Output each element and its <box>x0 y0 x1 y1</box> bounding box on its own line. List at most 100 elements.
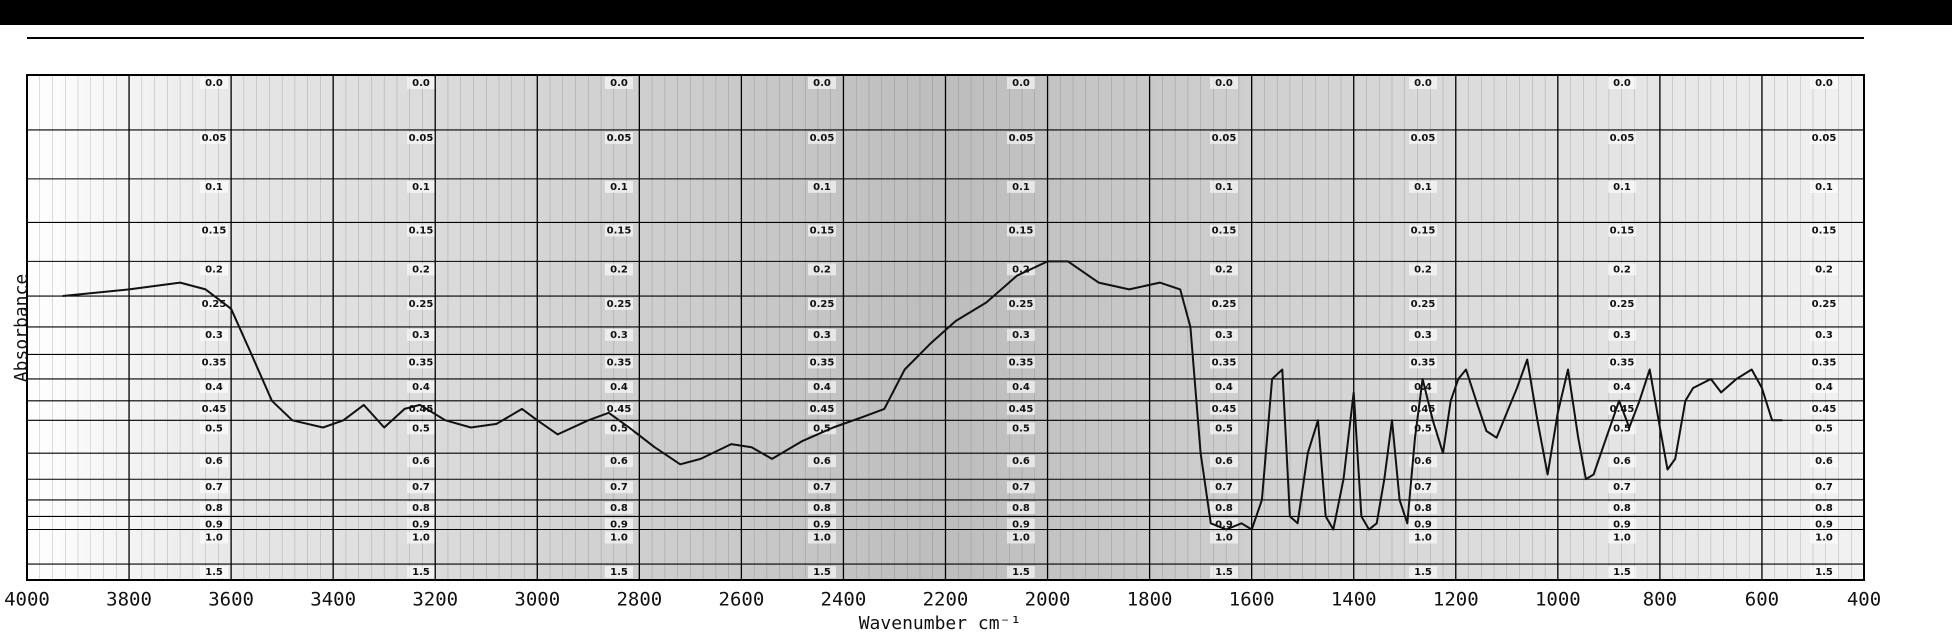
y-label-bg <box>407 263 435 276</box>
y-label-bg <box>1007 531 1035 544</box>
y-label-bg <box>1210 224 1238 237</box>
y-tick-label: 0.9 <box>1414 519 1432 530</box>
y-label-bg <box>1409 131 1437 144</box>
y-tick-label: 0.25 <box>409 299 434 310</box>
y-tick-label: 0.9 <box>1215 519 1233 530</box>
y-tick-label: 0.2 <box>412 264 430 275</box>
y-label-bg <box>1608 180 1636 193</box>
y-tick-label: 0.05 <box>1610 133 1635 144</box>
y-label-bg <box>605 481 633 494</box>
x-tick-label: 1800 <box>1127 589 1173 611</box>
y-label-bg <box>1007 328 1035 341</box>
y-tick-label: 0.0 <box>1815 78 1833 89</box>
y-label-bg <box>808 224 836 237</box>
y-tick-label: 0.2 <box>1815 264 1833 275</box>
y-tick-label: 0.0 <box>412 78 430 89</box>
x-tick-label: 2800 <box>616 589 662 611</box>
y-label-bg <box>1608 224 1636 237</box>
x-tick-label: 4000 <box>4 589 50 611</box>
y-label-bg <box>1810 77 1838 89</box>
y-tick-label: 0.8 <box>1012 503 1030 514</box>
x-axis-label: Wavenumber cm⁻¹ <box>859 613 1022 634</box>
y-label-bg <box>407 298 435 311</box>
y-tick-label: 0.35 <box>1009 357 1034 368</box>
y-label-bg <box>605 518 633 531</box>
y-label-bg <box>1810 402 1838 415</box>
y-label-bg <box>1608 77 1636 89</box>
y-tick-label: 0.1 <box>610 182 628 193</box>
y-tick-label: 0.7 <box>813 482 831 493</box>
y-label-bg <box>407 328 435 341</box>
y-tick-label: 1.0 <box>412 533 430 544</box>
y-label-bg <box>1409 380 1437 393</box>
y-tick-label: 0.05 <box>202 133 227 144</box>
y-label-bg <box>605 455 633 468</box>
y-label-bg <box>200 224 228 237</box>
y-tick-label: 0.7 <box>610 482 628 493</box>
y-label-bg <box>1210 531 1238 544</box>
y-tick-label: 1.0 <box>1414 533 1432 544</box>
y-label-bg <box>1007 455 1035 468</box>
x-tick-label: 2000 <box>1025 589 1071 611</box>
y-tick-label: 0.35 <box>202 357 227 368</box>
y-tick-label: 0.45 <box>810 404 835 415</box>
y-tick-label: 0.4 <box>813 382 831 393</box>
x-tick-label: 3600 <box>208 589 254 611</box>
y-tick-label: 0.35 <box>1212 357 1237 368</box>
y-label-bg <box>1810 356 1838 369</box>
y-label-bg <box>1608 566 1636 579</box>
y-label-bg <box>605 263 633 276</box>
y-label-bg <box>407 518 435 531</box>
y-label-bg <box>605 224 633 237</box>
y-tick-label: 0.05 <box>1812 133 1837 144</box>
y-tick-label: 0.0 <box>1012 78 1030 89</box>
y-label-bg <box>808 402 836 415</box>
y-tick-label: 0.3 <box>1012 330 1030 341</box>
y-tick-label: 0.3 <box>1215 330 1233 341</box>
y-label-bg <box>808 566 836 579</box>
y-tick-label: 0.35 <box>607 357 632 368</box>
y-tick-label: 0.5 <box>205 423 223 434</box>
y-label-bg <box>1210 328 1238 341</box>
x-tick-label: 3200 <box>412 589 458 611</box>
y-label-bg <box>407 566 435 579</box>
y-tick-label: 0.2 <box>1414 264 1432 275</box>
y-tick-label: 0.15 <box>1610 225 1635 236</box>
y-tick-label: 0.15 <box>607 225 632 236</box>
y-tick-label: 0.9 <box>610 519 628 530</box>
y-tick-label: 0.15 <box>202 225 227 236</box>
y-label-bg <box>605 380 633 393</box>
y-tick-label: 0.45 <box>202 404 227 415</box>
y-tick-label: 0.45 <box>1212 404 1237 415</box>
y-label-bg <box>407 180 435 193</box>
y-tick-label: 1.5 <box>1012 567 1030 578</box>
y-label-bg <box>200 356 228 369</box>
y-label-bg <box>605 501 633 514</box>
y-tick-label: 0.0 <box>610 78 628 89</box>
plot-frame <box>26 74 1865 581</box>
y-tick-label: 0.15 <box>1009 225 1034 236</box>
y-label-bg <box>1210 566 1238 579</box>
y-label-bg <box>1210 422 1238 435</box>
y-tick-label: 0.3 <box>813 330 831 341</box>
x-tick-label: 2600 <box>719 589 765 611</box>
y-tick-label: 0.0 <box>1613 78 1631 89</box>
y-tick-label: 0.1 <box>1815 182 1833 193</box>
y-label-bg <box>1409 518 1437 531</box>
y-label-bg <box>1608 131 1636 144</box>
y-label-bg <box>1608 501 1636 514</box>
y-label-bg <box>1409 356 1437 369</box>
y-tick-label: 0.1 <box>1215 182 1233 193</box>
y-label-bg <box>808 481 836 494</box>
y-tick-label: 1.5 <box>1815 567 1833 578</box>
y-tick-label: 0.15 <box>810 225 835 236</box>
y-label-bg <box>1608 356 1636 369</box>
y-tick-label: 1.5 <box>205 567 223 578</box>
y-label-bg <box>1007 481 1035 494</box>
x-tick-label: 600 <box>1745 589 1779 611</box>
y-tick-label: 1.0 <box>1613 533 1631 544</box>
y-label-bg <box>1007 263 1035 276</box>
y-tick-label: 0.25 <box>810 299 835 310</box>
y-tick-label: 0.2 <box>1215 264 1233 275</box>
y-label-bg <box>605 180 633 193</box>
